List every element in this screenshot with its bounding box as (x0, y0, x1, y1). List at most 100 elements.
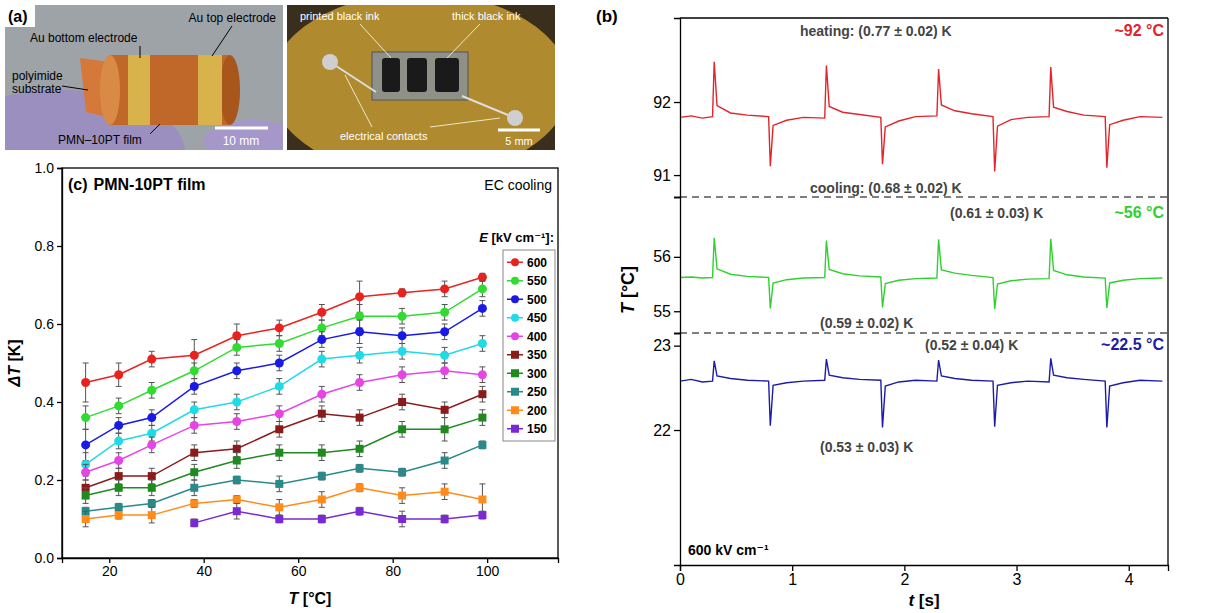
marker (355, 351, 364, 360)
marker (440, 351, 449, 360)
marker (440, 284, 449, 293)
tick-mark (904, 565, 905, 571)
tick-label: 0 (676, 571, 685, 588)
roll-end (220, 55, 240, 125)
error-bar (191, 500, 197, 508)
tick: 91 (653, 167, 680, 184)
tick-label: 4 (1125, 571, 1134, 588)
photo-label: Au bottom electrode (30, 31, 138, 45)
sample (372, 52, 468, 100)
panel-label: (a) (8, 8, 28, 25)
frame (680, 17, 1168, 18)
error-bar (276, 422, 282, 438)
marker (81, 413, 90, 422)
error-bar (319, 472, 325, 480)
leader-line (140, 46, 141, 58)
marker (190, 519, 198, 527)
marker (318, 496, 326, 504)
legend-marker (511, 295, 519, 303)
error-bar (479, 386, 485, 402)
error-bar (357, 507, 363, 515)
axis-line (674, 19, 681, 198)
photo-right: printed black inkthick black inkelectric… (287, 5, 555, 150)
legend-marker (511, 351, 519, 359)
marker (82, 492, 90, 500)
marker (233, 445, 241, 453)
marker (114, 437, 123, 446)
marker (275, 409, 284, 418)
legend-marker (511, 388, 519, 396)
legend-marker (511, 332, 519, 340)
marker (318, 410, 326, 418)
marker (148, 511, 156, 519)
panel-c: 204060801000.00.20.40.60.81.0T [°C]ΔT [K… (6, 160, 559, 607)
marker (81, 378, 90, 387)
axis: 9192 (653, 19, 680, 198)
temperature-label: ~22.5 °C (1101, 336, 1164, 353)
roll-end (100, 55, 120, 125)
legend-box (503, 250, 555, 441)
leader-line (360, 24, 391, 58)
error-bar (149, 500, 155, 508)
marker (275, 323, 284, 332)
panel-label: (c) (68, 176, 88, 193)
tick-mark (674, 311, 680, 312)
tick-mark (1016, 565, 1017, 571)
tick-mark (674, 175, 680, 176)
marker (233, 476, 241, 484)
error-bar (319, 515, 325, 523)
marker (441, 406, 449, 414)
panel-a: Au bottom electrodeAu top electrodepolyi… (0, 0, 570, 214)
tick: 2 (900, 565, 909, 588)
frame (1167, 197, 1168, 333)
marker (318, 472, 326, 480)
marker (115, 472, 123, 480)
legend-label: 350 (527, 348, 547, 362)
marker (398, 425, 406, 433)
marker (355, 292, 364, 301)
tick-mark (57, 246, 62, 247)
legend-marker (511, 277, 519, 285)
error-bar (357, 464, 363, 472)
panel-b: 9192heating: (0.77 ± 0.02) Kcooling: (0.… (596, 7, 1169, 610)
marker (148, 484, 156, 492)
tick-label: 100 (476, 563, 500, 579)
marker (275, 359, 284, 368)
marker (441, 425, 449, 433)
marker (318, 515, 326, 523)
tick-mark (674, 430, 680, 431)
axis: 01234 (676, 565, 1168, 588)
series (82, 484, 487, 527)
series (82, 386, 487, 495)
marker (441, 457, 449, 465)
photo-label: thick black ink (452, 10, 521, 22)
tick-label: 0.8 (35, 238, 55, 254)
axis-title: t [s] (908, 591, 939, 610)
marker (114, 370, 123, 379)
tick: 0.6 (35, 316, 62, 332)
temperature-trace (680, 358, 1162, 427)
error-bar (191, 464, 197, 480)
error-bar (276, 500, 282, 516)
tick: 100 (476, 558, 500, 579)
marker (232, 398, 241, 407)
marker (478, 496, 486, 504)
error-bar (399, 511, 405, 527)
error-bar (276, 445, 282, 461)
electrode-band (198, 55, 222, 125)
axis-break (680, 196, 1168, 197)
tick-label: 0.4 (35, 394, 55, 410)
frame (1167, 333, 1168, 565)
tick: 1 (788, 565, 797, 588)
marker (190, 382, 199, 391)
error-bar (191, 445, 197, 461)
error-bar (319, 492, 325, 508)
wire (462, 96, 515, 118)
photo-label: PMN–10PT film (58, 133, 142, 147)
temperature-trace (680, 238, 1162, 309)
marker (233, 457, 241, 465)
error-bar (442, 402, 448, 418)
wire (330, 62, 376, 92)
temperature-label: ~92 °C (1114, 22, 1164, 39)
tick-mark (57, 168, 62, 169)
